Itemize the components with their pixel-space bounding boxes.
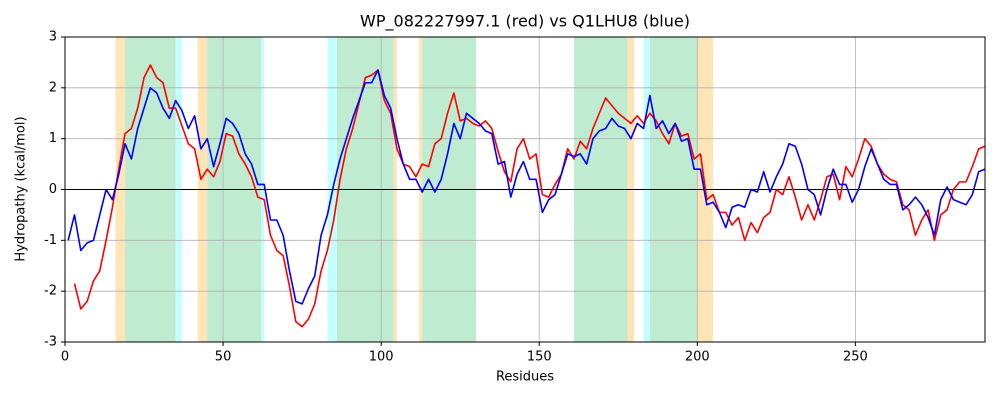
x-tick-label: 250 xyxy=(843,350,868,365)
y-tick-label: -1 xyxy=(44,233,57,248)
y-tick-label: -2 xyxy=(44,284,57,299)
x-tick-label: 0 xyxy=(61,350,69,365)
plot-frame xyxy=(64,36,986,343)
series-line xyxy=(67,69,986,305)
y-axis-label: Hydropathy (kcal/mol) xyxy=(14,116,29,261)
y-tick-label: 3 xyxy=(49,30,57,45)
chart-title: WP_082227997.1 (red) vs Q1LHU8 (blue) xyxy=(360,12,690,32)
series-line xyxy=(73,64,986,328)
y-tick-label: 1 xyxy=(49,131,57,146)
y-tick-label: 0 xyxy=(49,182,57,197)
y-tick-label: 2 xyxy=(49,80,57,95)
x-tick-label: 200 xyxy=(685,350,710,365)
x-tick-label: 100 xyxy=(369,350,394,365)
y-tick-label: -3 xyxy=(44,335,57,350)
x-axis-label: Residues xyxy=(496,370,554,385)
x-tick-label: 150 xyxy=(527,350,552,365)
x-tick-label: 50 xyxy=(215,350,232,365)
